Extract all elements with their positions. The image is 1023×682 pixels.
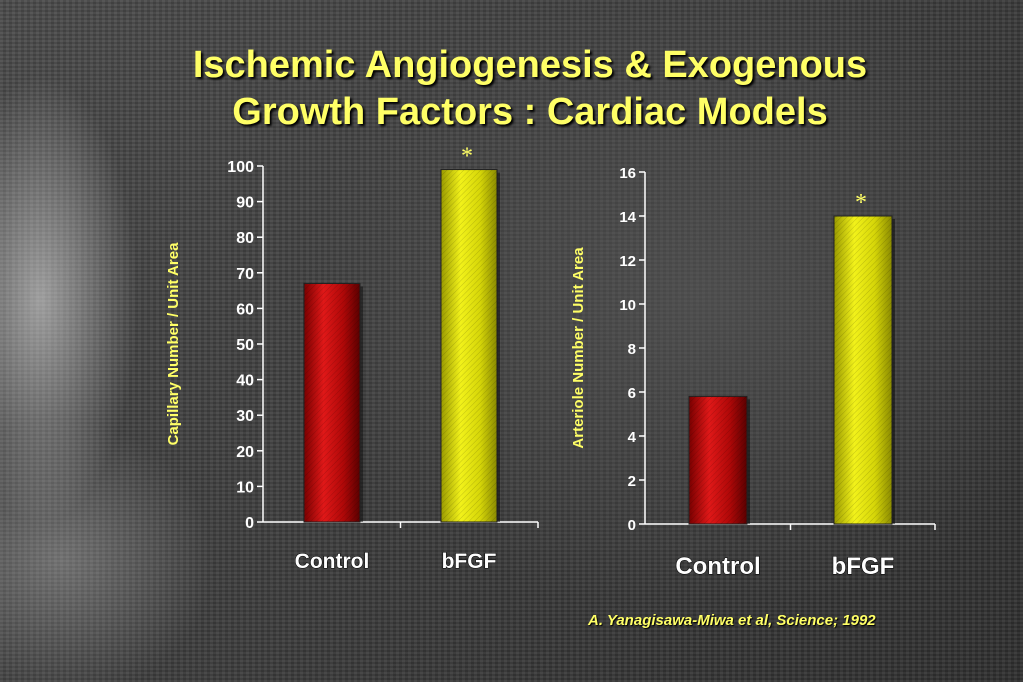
x-category-label: bFGF xyxy=(832,553,895,580)
y-tick-label: 100 xyxy=(227,159,254,176)
arteriole-chart: 0 2 4 6 8 10 12 14 16 Control bFGF * Arteriole Numbe… xyxy=(570,165,936,581)
y-tick-label: 30 xyxy=(236,408,254,425)
y-tick-label: 0 xyxy=(245,515,254,532)
y-tick-label: 70 xyxy=(236,266,254,283)
bar-texture xyxy=(441,169,497,522)
y-tick-label: 60 xyxy=(236,301,254,318)
y-tick-label: 10 xyxy=(236,479,254,496)
y-axis-label: Arteriole Number / Unit Area xyxy=(570,247,587,449)
y-tick-label: 20 xyxy=(236,444,254,461)
y-tick-label: 40 xyxy=(236,373,254,390)
y-axis-label: Capillary Number / Unit Area xyxy=(165,242,182,445)
bar-texture xyxy=(304,283,360,522)
y-tick-label: 10 xyxy=(619,297,636,314)
title-line-1: Ischemic Angiogenesis & Exogenous xyxy=(192,44,868,86)
y-tick-label: 80 xyxy=(236,230,254,247)
bar-texture xyxy=(689,396,747,524)
title-line-2: Growth Factors : Cardiac Models xyxy=(232,91,828,133)
significance-star: * xyxy=(855,190,867,216)
y-tick-label: 0 xyxy=(628,517,636,534)
capillary-chart: 0 10 20 30 40 50 60 70 80 90 100 Control bFGF * Capill… xyxy=(165,144,539,574)
y-tick-label: 2 xyxy=(628,473,636,490)
citation: A. Yanagisawa-Miwa et al, Science; 1992 xyxy=(588,612,876,629)
significance-star: * xyxy=(461,144,473,170)
x-category-label: Control xyxy=(295,550,370,573)
y-tick-label: 16 xyxy=(619,165,636,182)
x-category-label: Control xyxy=(675,553,760,580)
y-tick-label: 90 xyxy=(236,195,254,212)
y-tick-label: 14 xyxy=(619,209,636,226)
bar-texture xyxy=(834,216,892,524)
slide-title: Ischemic Angiogenesis & Exogenous Growth… xyxy=(0,42,1023,136)
y-tick-label: 12 xyxy=(619,253,636,270)
y-tick-label: 6 xyxy=(628,385,636,402)
y-tick-label: 4 xyxy=(628,429,637,446)
x-category-label: bFGF xyxy=(442,550,497,573)
y-tick-label: 8 xyxy=(628,341,636,358)
y-tick-label: 50 xyxy=(236,337,254,354)
